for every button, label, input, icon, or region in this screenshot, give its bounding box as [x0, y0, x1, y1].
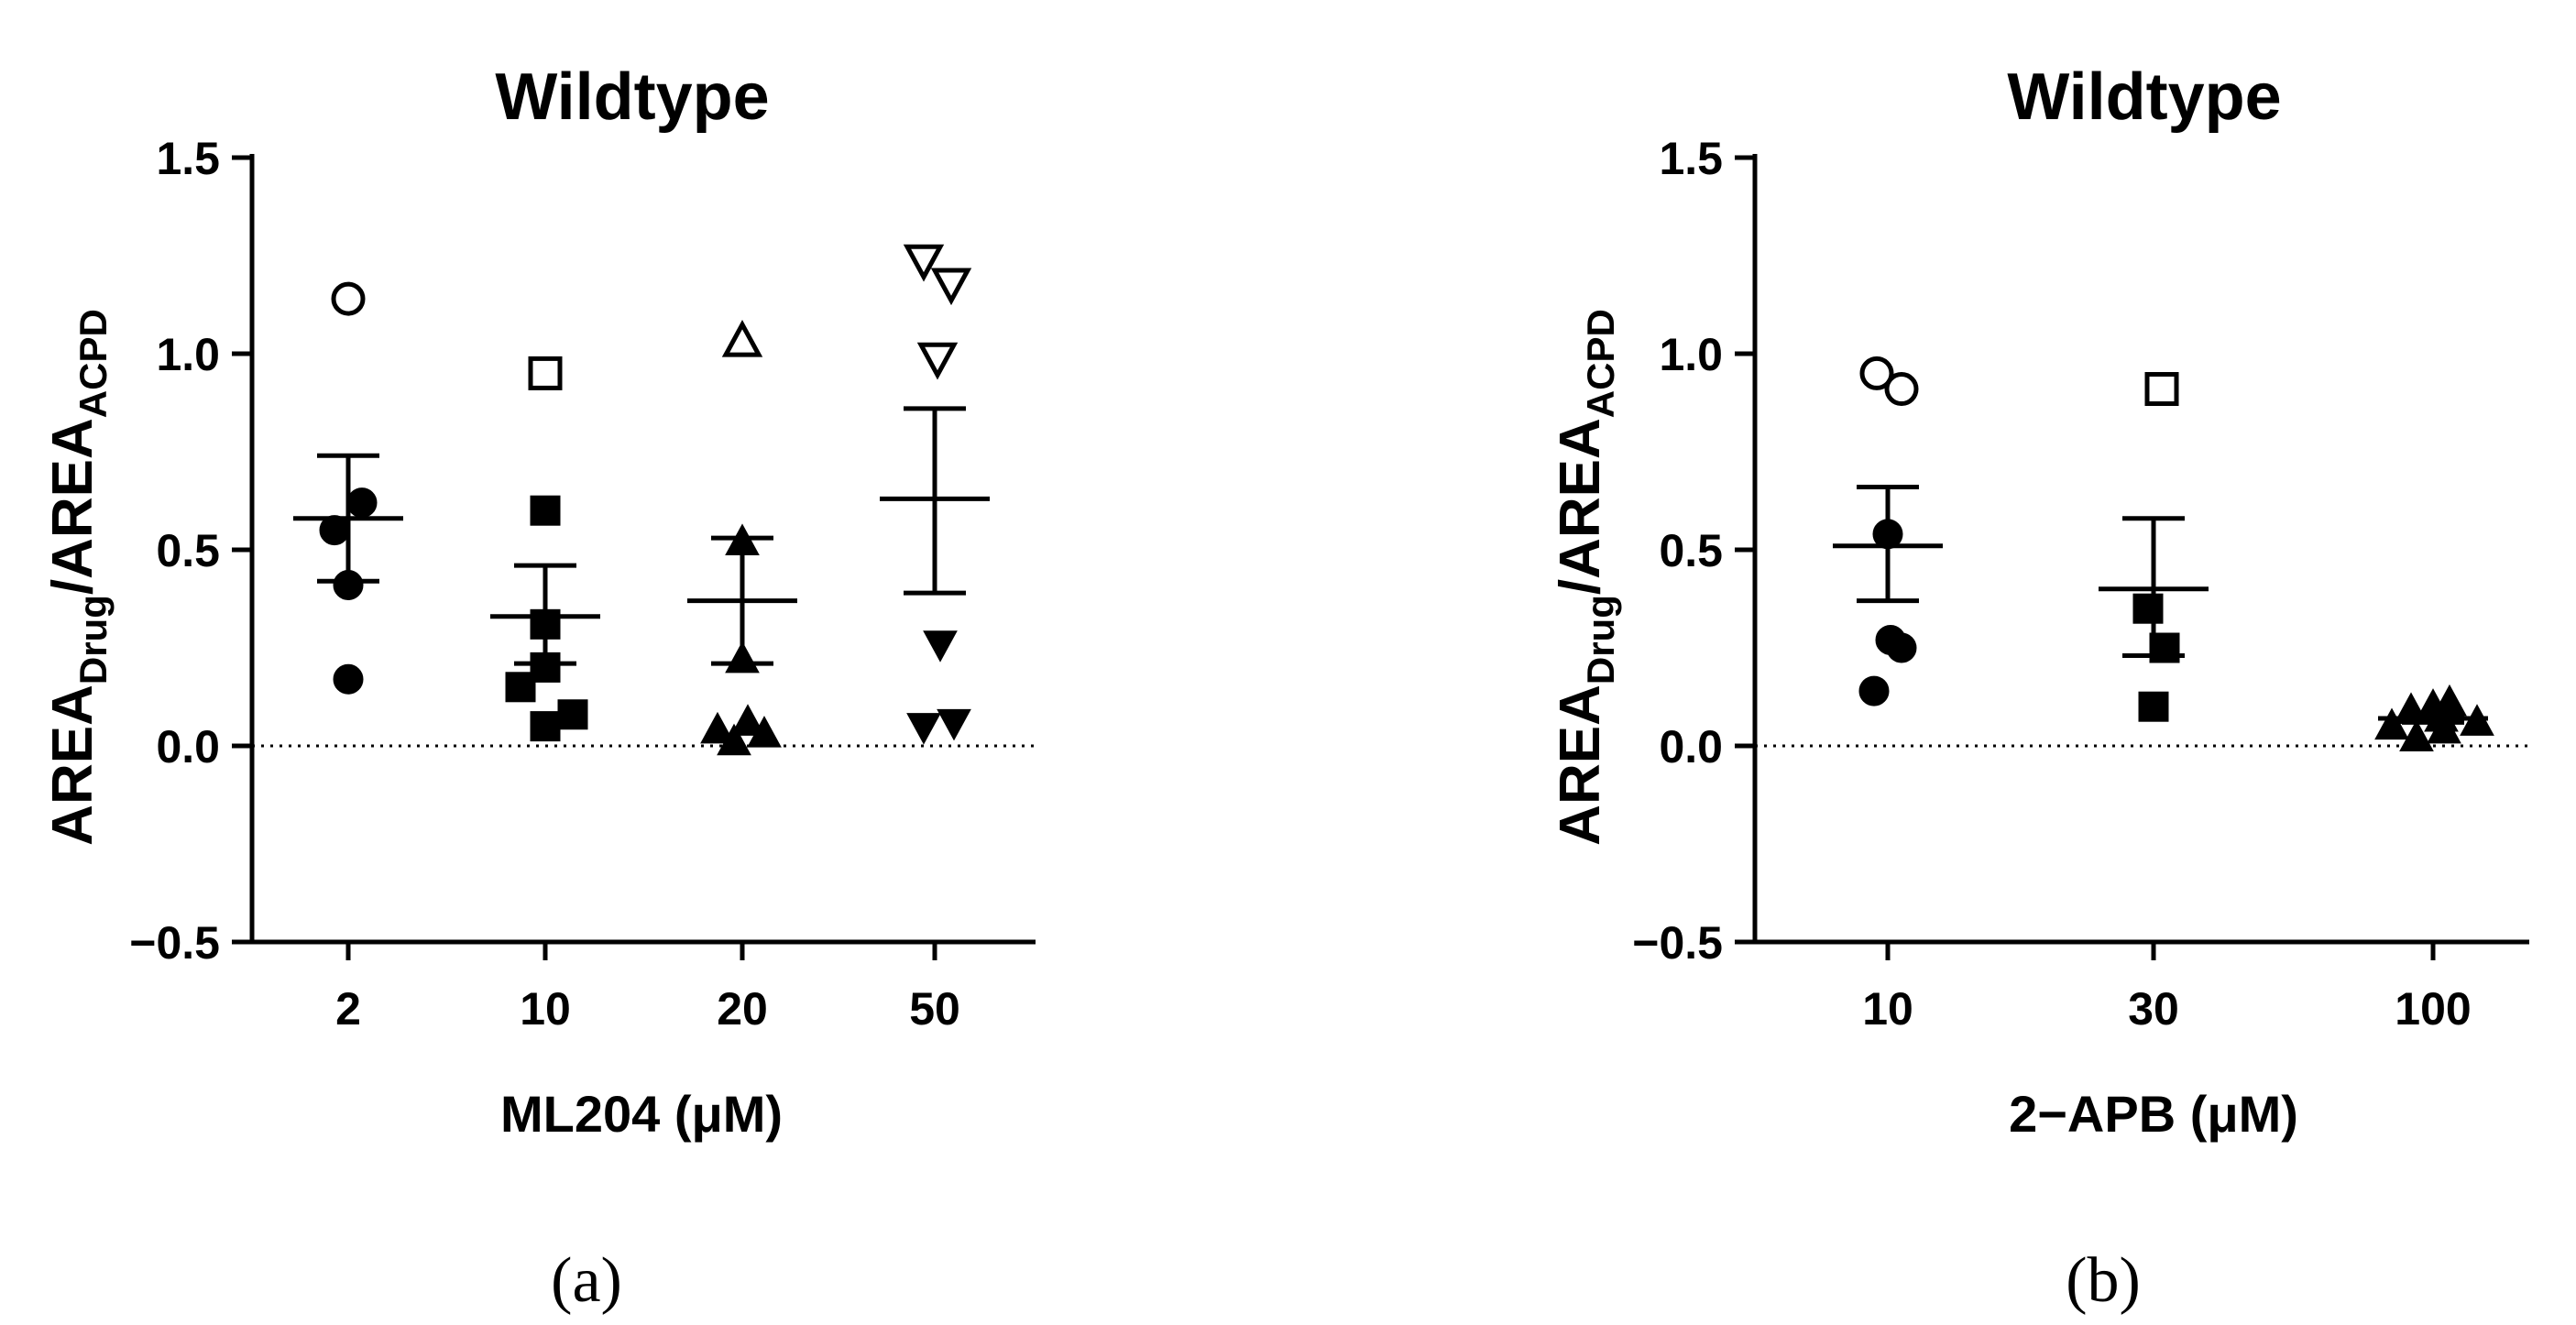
filled-square-point	[2138, 691, 2169, 722]
panel-b: Wildtype AREADrug/AREAACPD 2−APB (μM) (b…	[1549, 60, 2529, 1316]
x-axis-label: 2−APB (μM)	[2009, 1085, 2298, 1143]
filled-triangle-down-point	[906, 713, 941, 745]
filled-triangle-down-point	[937, 708, 971, 741]
filled-triangle-up-point	[2432, 684, 2467, 717]
filled-circle-point	[319, 515, 350, 546]
filled-triangle-up-point	[2374, 707, 2409, 740]
filled-square-point	[2132, 593, 2164, 624]
open-square-point	[2144, 372, 2179, 407]
x-axis-label: ML204 (μM)	[500, 1085, 783, 1143]
x-tick-label: 2	[335, 983, 361, 1035]
filled-triangle-up-point	[725, 523, 760, 555]
filled-circle-point	[1872, 519, 1903, 550]
data-group-50	[880, 244, 990, 745]
y-tick-label: 0.0	[156, 721, 220, 772]
open-triangle-up-point	[721, 319, 763, 357]
y-tick-label: −0.5	[1632, 917, 1723, 969]
panel-a: Wildtype AREADrug/AREAACPD ML204 (μM) (a…	[41, 60, 1036, 1316]
filled-triangle-up-point	[717, 723, 751, 756]
x-tick-label: 30	[2128, 983, 2179, 1035]
filled-triangle-up-point	[2460, 704, 2494, 736]
chart-title: Wildtype	[495, 60, 769, 134]
open-triangle-down-point	[930, 268, 972, 306]
filled-circle-point	[333, 570, 364, 601]
filled-circle-point	[1886, 632, 1917, 663]
filled-triangle-up-point	[2399, 719, 2434, 751]
x-tick-label: 10	[1862, 983, 1913, 1035]
filled-circle-point	[1858, 675, 1890, 706]
filled-triangle-down-point	[923, 630, 958, 662]
filled-square-point	[530, 495, 561, 526]
y-tick-label: 1.5	[1659, 133, 1723, 184]
y-tick-label: 1.0	[1659, 329, 1723, 380]
open-circle-point	[331, 281, 366, 316]
x-tick-label: 10	[520, 983, 571, 1035]
data-group-10	[1833, 356, 1943, 706]
y-axis-label: AREADrug/AREAACPD	[41, 309, 115, 846]
data-group-20	[687, 319, 797, 756]
y-tick-label: −0.5	[129, 917, 220, 969]
filled-square-point	[557, 699, 588, 730]
x-tick-label: 20	[717, 983, 768, 1035]
open-triangle-down-point	[903, 244, 945, 282]
chart-title: Wildtype	[2007, 60, 2281, 134]
data-group-2	[293, 281, 403, 695]
plot-area: 1.5 1.0 0.5 0.0 −0.5 2 10 20 50	[129, 133, 1036, 1035]
y-tick-label: 1.5	[156, 133, 220, 184]
filled-square-point	[2149, 632, 2180, 663]
filled-circle-point	[333, 663, 364, 695]
y-tick-label: 0.5	[1659, 525, 1723, 576]
open-circle-point	[1884, 372, 1919, 407]
data-group-10	[490, 356, 600, 742]
y-tick-label: 0.5	[156, 525, 220, 576]
filled-triangle-up-point	[747, 716, 782, 748]
x-tick-label: 50	[909, 983, 960, 1035]
panel-label: (a)	[551, 1245, 622, 1316]
filled-triangle-up-point	[725, 641, 760, 673]
y-tick-label: 0.0	[1659, 721, 1723, 772]
filled-triangle-up-point	[2427, 711, 2461, 744]
y-axis-label: AREADrug/AREAACPD	[1549, 309, 1622, 846]
filled-square-point	[530, 608, 561, 640]
filled-triangle-up-point	[730, 704, 765, 736]
filled-triangle-up-point	[700, 711, 735, 744]
data-group-100	[2374, 684, 2494, 751]
panel-label: (b)	[2066, 1245, 2141, 1316]
filled-square-point	[505, 672, 536, 703]
data-group-30	[2099, 372, 2209, 722]
open-circle-point	[1859, 356, 1894, 390]
x-tick-label: 100	[2395, 983, 2471, 1035]
open-triangle-down-point	[916, 342, 959, 380]
plot-area: 1.5 1.0 0.5 0.0 −0.5 10 30 100	[1632, 133, 2529, 1035]
y-tick-label: 1.0	[156, 329, 220, 380]
filled-circle-point	[346, 487, 378, 519]
filled-square-point	[530, 711, 561, 742]
open-square-point	[528, 356, 563, 390]
